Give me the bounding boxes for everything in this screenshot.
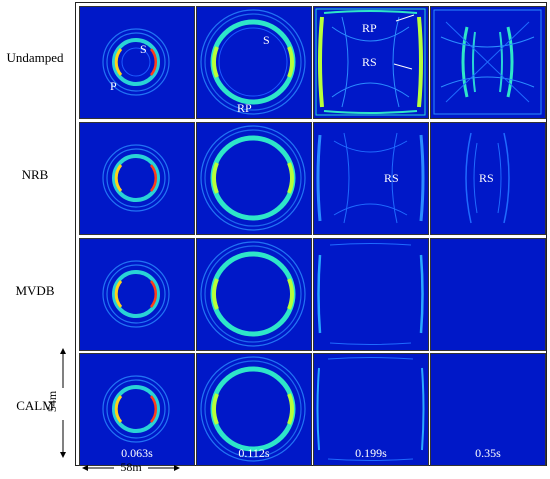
dimension-vertical-label: 54m: [45, 390, 60, 413]
panel-nrb-t2: [196, 122, 312, 235]
row-label-calm: CALM: [16, 398, 54, 413]
panel-mvdb-t4: [430, 238, 546, 351]
panel-mvdb-t2: [196, 238, 312, 351]
label-rp-wave-2: RP: [237, 101, 252, 115]
time-label-1: 0.063s: [121, 446, 153, 460]
row-label-nrb: NRB: [21, 167, 49, 182]
panel-calm-t3: 0.199s: [313, 353, 429, 466]
row-label-mvdb: MVDB: [15, 283, 55, 298]
dimension-horizontal: 58m: [82, 460, 180, 476]
panel-undamped-t4: [430, 6, 546, 119]
row-label-undamped: Undamped: [6, 50, 64, 65]
dimension-vertical: 54m: [45, 348, 70, 458]
panel-nrb-t3: RS: [313, 122, 429, 235]
label-rs-nrb-4: RS: [479, 171, 494, 185]
panel-nrb-t4: RS: [430, 122, 546, 235]
label-s-wave-2: S: [263, 33, 270, 47]
time-label-3: 0.199s: [355, 446, 387, 460]
label-p-wave: P: [110, 79, 117, 93]
panel-nrb-t1: [79, 122, 195, 235]
panel-undamped-t1: S P: [79, 6, 195, 119]
time-label-2: 0.112s: [238, 446, 270, 460]
panel-undamped-t3: RP RS: [313, 6, 429, 119]
panel-mvdb-t1: [79, 238, 195, 351]
label-rs-wave-3: RS: [362, 55, 377, 69]
panel-calm-t2: 0.112s: [196, 353, 312, 466]
time-label-4: 0.35s: [475, 446, 501, 460]
panel-undamped-t2: S RP: [196, 6, 312, 119]
dimension-horizontal-label: 58m: [120, 460, 142, 474]
label-s-wave: S: [140, 42, 147, 56]
label-rp-wave-3: RP: [362, 21, 377, 35]
wavefield-grid: S P S RP RP RS: [75, 2, 547, 466]
panel-calm-t4: 0.35s: [430, 353, 546, 466]
panel-mvdb-t3: [313, 238, 429, 351]
label-rs-nrb-3: RS: [384, 171, 399, 185]
panel-calm-t1: 0.063s: [79, 353, 195, 466]
